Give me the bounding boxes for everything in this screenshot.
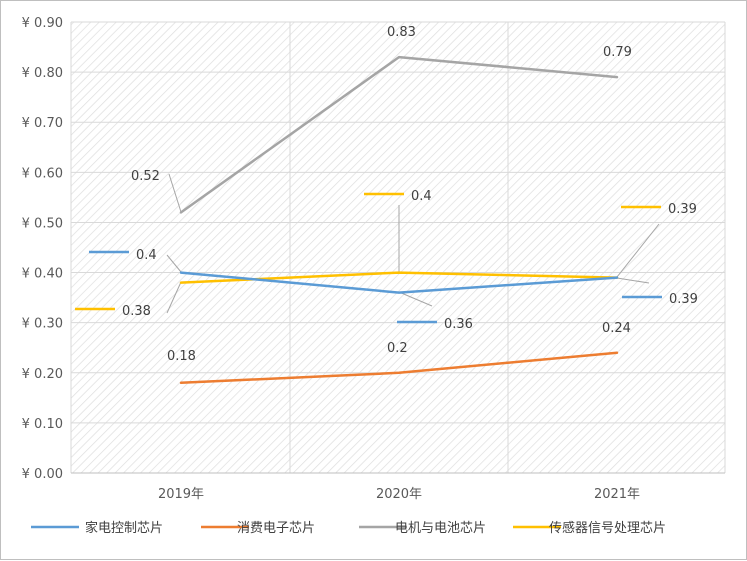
data-label: 0.38	[122, 304, 151, 319]
data-label: 0.4	[136, 248, 157, 263]
leader-line	[168, 173, 182, 213]
legend-label: 传感器信号处理芯片	[549, 520, 666, 536]
y-tick-label: ¥ 0.40	[22, 267, 63, 282]
legend-label: 电机与电池芯片	[395, 521, 486, 536]
leader-line	[166, 254, 182, 273]
data-label: 0.39	[668, 202, 697, 217]
leader-line	[398, 291, 433, 307]
y-tick-label: ¥ 0.70	[22, 116, 63, 131]
y-tick-label: ¥ 0.30	[22, 317, 63, 332]
plot-area	[71, 22, 725, 473]
data-label: 0.18	[167, 349, 196, 364]
data-labels: 0.4 0.36 0.39 0.18 0.2 0.24 0.52 0.83 0.79 0.38 0.…	[75, 25, 698, 364]
x-tick-label: 2020年	[376, 487, 422, 502]
data-label: 0.2	[387, 341, 408, 356]
series-lines	[179, 55, 619, 385]
series-line	[179, 351, 619, 385]
series-line	[179, 55, 619, 214]
y-axis: ¥ 0.00 ¥ 0.10 ¥ 0.20 ¥ 0.30 ¥ 0.40 ¥ 0.50 ¥ 0.…	[22, 16, 63, 482]
legend: 家电控制芯片 消费电子芯片 电机与电池芯片 传感器信号处理芯片	[31, 520, 666, 536]
y-tick-label: ¥ 0.10	[22, 417, 63, 432]
y-tick-label: ¥ 0.60	[22, 166, 63, 181]
data-label: 0.79	[603, 45, 632, 60]
y-tick-label: ¥ 0.00	[22, 467, 63, 482]
data-label: 0.24	[602, 321, 631, 336]
y-tick-label: ¥ 0.90	[22, 16, 63, 31]
y-tick-label: ¥ 0.50	[22, 216, 63, 231]
y-tick-label: ¥ 0.80	[22, 66, 63, 81]
legend-label: 消费电子芯片	[237, 521, 315, 536]
data-label: 0.39	[669, 292, 698, 307]
leader-line	[616, 277, 650, 284]
y-tick-label: ¥ 0.20	[22, 367, 63, 382]
data-label: 0.83	[387, 25, 416, 40]
leader-line	[166, 281, 182, 314]
series-line	[179, 271, 619, 294]
x-tick-label: 2019年	[158, 487, 204, 502]
x-axis: 2019年 2020年 2021年	[71, 472, 725, 502]
data-label: 0.36	[444, 317, 473, 332]
leader-line	[616, 223, 660, 278]
data-label: 0.4	[411, 189, 432, 204]
legend-label: 家电控制芯片	[85, 520, 163, 536]
data-label: 0.52	[131, 169, 160, 184]
x-tick-label: 2021年	[594, 487, 640, 502]
data-label-leader-lines	[166, 173, 660, 314]
